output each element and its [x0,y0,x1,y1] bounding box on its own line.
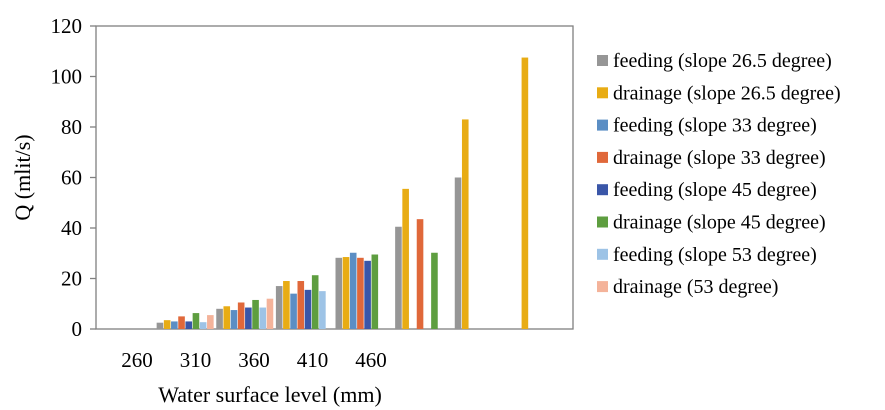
legend-swatch [597,216,608,228]
legend-label: feeding (slope 53 degree) [613,244,817,266]
y-tick-label: 0 [72,317,83,341]
y-tick-label: 20 [61,267,82,291]
bar [461,119,469,330]
bar [416,219,424,329]
bar [178,316,185,330]
bar [259,307,267,329]
y-tick-label: 120 [51,14,83,38]
bar [223,306,231,329]
bar [335,257,343,329]
legend-swatch [597,281,608,293]
bar [395,226,402,329]
x-axis-ticks: 260 310 360 410 460 [121,348,387,372]
bar [297,281,305,329]
bar [311,275,319,329]
plot-border [95,25,574,330]
y-tick-label: 80 [61,115,82,139]
bar [304,289,312,329]
bar [402,188,409,329]
bar [349,252,357,329]
bar [207,315,214,329]
legend-swatch [597,55,608,66]
y-tick-label: 40 [61,216,82,240]
legend-label: drainage (53 degree) [613,276,778,298]
legend-swatch [597,87,608,99]
bar [521,57,529,330]
bar [431,252,438,329]
bar [252,299,259,329]
bar [245,307,252,329]
bar [237,302,245,329]
legend-swatch [597,184,608,196]
y-tick-label: 60 [61,166,82,190]
bar [230,310,238,329]
bar [283,281,290,329]
bar [357,257,364,329]
legend-label: feeding (slope 45 degree) [613,179,817,201]
bar [199,322,207,329]
bar [216,308,223,329]
bar [319,291,326,330]
bar [275,286,283,329]
y-tick-label: 100 [51,65,83,89]
legend-label: drainage (slope 33 degree) [613,147,826,169]
legend: feeding (slope 26.5 degree) drainage (slo… [597,50,841,298]
bar [266,298,274,329]
bar [371,254,379,329]
x-tick-label: 460 [355,348,387,372]
plot-area [95,25,574,330]
bar [454,177,462,329]
bar [364,260,371,329]
legend-swatch [597,119,608,131]
x-axis-title: Water surface level (mm) [158,382,382,407]
y-axis-ticks: 0 20 40 60 80 100 120 [51,14,96,341]
legend-label: feeding (slope 26.5 degree) [613,50,832,72]
bar [156,322,164,329]
x-tick-label: 360 [238,348,270,372]
legend-label: feeding (slope 33 degree) [613,115,817,137]
y-axis-title: Q (mlit/s) [10,134,35,220]
x-tick-label: 310 [180,348,212,372]
x-tick-label: 410 [297,348,329,372]
bar [290,293,297,329]
x-tick-label: 260 [121,348,153,372]
bar [185,321,193,329]
bar [163,320,171,329]
bar [171,321,178,329]
legend-label: drainage (slope 45 degree) [613,212,826,234]
bar [342,257,350,329]
bar [192,313,200,329]
legend-swatch [597,151,608,163]
legend-label: drainage (slope 26.5 degree) [613,82,841,104]
legend-swatch [597,248,608,260]
